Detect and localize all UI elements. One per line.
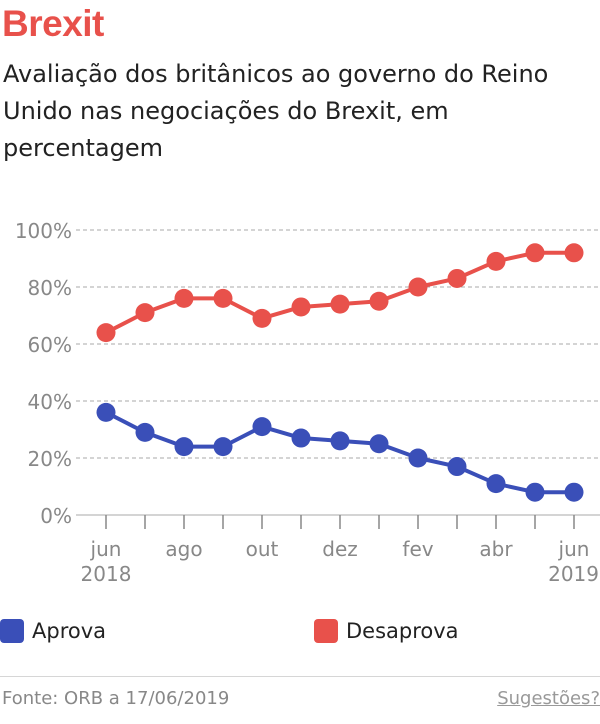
x-tick-label: ago	[165, 537, 202, 561]
data-point-desaprova[interactable]	[564, 243, 584, 263]
gridlines	[76, 229, 600, 516]
data-point-desaprova[interactable]	[408, 277, 428, 297]
x-tick-label: jun	[558, 537, 590, 561]
legend: Aprova Desaprova	[0, 619, 600, 653]
data-point-aprova[interactable]	[135, 422, 155, 442]
y-tick-label: 20%	[28, 447, 72, 471]
data-point-aprova[interactable]	[174, 437, 194, 457]
legend-label-desaprova: Desaprova	[346, 619, 459, 643]
x-tick-label-year: 2019	[548, 562, 599, 586]
suggestions-link[interactable]: Sugestões?	[497, 688, 600, 709]
data-point-desaprova[interactable]	[213, 288, 233, 308]
y-tick-label: 0%	[40, 504, 72, 528]
x-axis	[105, 515, 575, 529]
data-point-desaprova[interactable]	[291, 297, 311, 317]
y-axis-labels: 0% 20% 40% 60% 80% 100%	[15, 219, 72, 528]
y-tick-label: 60%	[28, 333, 72, 357]
footer-divider	[0, 676, 600, 677]
chart-subtitle: Avaliação dos britânicos ao governo do R…	[3, 60, 549, 162]
x-tick-label: abr	[479, 537, 513, 561]
legend-item-desaprova[interactable]: Desaprova	[314, 619, 459, 643]
x-tick-label: fev	[402, 537, 433, 561]
x-tick-label: jun	[90, 537, 122, 561]
y-tick-label: 40%	[28, 390, 72, 414]
data-point-desaprova[interactable]	[525, 243, 545, 263]
data-point-aprova[interactable]	[408, 448, 428, 468]
data-point-desaprova[interactable]	[330, 294, 350, 314]
data-point-aprova[interactable]	[252, 417, 272, 437]
x-tick-label: out	[246, 537, 279, 561]
x-tick-label: dez	[322, 537, 358, 561]
chart-title: Brexit	[2, 3, 104, 44]
y-tick-label: 100%	[15, 219, 72, 243]
data-point-desaprova[interactable]	[447, 268, 467, 288]
data-point-desaprova[interactable]	[369, 291, 389, 311]
data-point-aprova[interactable]	[369, 434, 389, 454]
legend-swatch-aprova	[0, 619, 24, 643]
data-point-aprova[interactable]	[291, 428, 311, 448]
data-point-aprova[interactable]	[486, 474, 506, 494]
data-point-desaprova[interactable]	[174, 288, 194, 308]
source-note: Fonte: ORB a 17/06/2019	[2, 688, 230, 709]
legend-item-aprova[interactable]: Aprova	[0, 619, 106, 643]
data-point-aprova[interactable]	[213, 437, 233, 457]
x-tick-label-year: 2018	[81, 562, 132, 586]
data-point-aprova[interactable]	[564, 482, 584, 502]
series	[96, 243, 584, 502]
legend-label-aprova: Aprova	[32, 619, 107, 643]
data-point-desaprova[interactable]	[252, 308, 272, 328]
data-point-aprova[interactable]	[525, 482, 545, 502]
data-point-aprova[interactable]	[330, 431, 350, 451]
data-point-desaprova[interactable]	[135, 303, 155, 323]
data-point-aprova[interactable]	[447, 457, 467, 477]
legend-swatch-desaprova	[314, 619, 338, 643]
data-point-aprova[interactable]	[96, 402, 116, 422]
y-tick-label: 80%	[28, 276, 72, 300]
data-point-desaprova[interactable]	[96, 323, 116, 343]
data-point-desaprova[interactable]	[486, 251, 506, 271]
